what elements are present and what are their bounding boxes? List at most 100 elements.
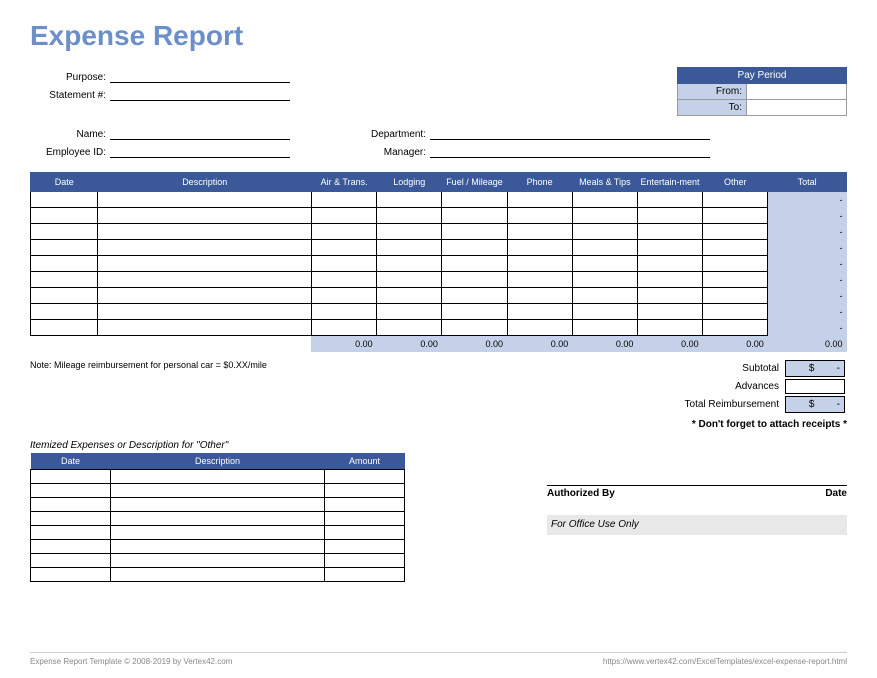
table-cell[interactable] — [311, 192, 376, 208]
table-cell[interactable] — [311, 288, 376, 304]
table-cell[interactable] — [111, 511, 325, 525]
table-cell[interactable] — [111, 483, 325, 497]
table-cell[interactable] — [442, 320, 507, 336]
table-cell[interactable] — [442, 192, 507, 208]
table-cell[interactable] — [377, 256, 442, 272]
table-cell[interactable] — [377, 288, 442, 304]
table-cell[interactable] — [637, 272, 702, 288]
table-cell[interactable] — [703, 272, 768, 288]
table-cell[interactable] — [98, 320, 312, 336]
table-cell[interactable] — [111, 497, 325, 511]
pp-from-input[interactable] — [747, 84, 847, 100]
table-cell[interactable] — [31, 483, 111, 497]
table-cell[interactable] — [507, 304, 572, 320]
table-cell[interactable] — [98, 208, 312, 224]
table-cell[interactable] — [325, 511, 405, 525]
table-cell[interactable] — [325, 553, 405, 567]
table-cell[interactable] — [311, 240, 376, 256]
table-cell[interactable] — [31, 256, 98, 272]
table-cell[interactable] — [31, 511, 111, 525]
employee-id-input[interactable] — [110, 144, 290, 158]
table-cell[interactable] — [111, 469, 325, 483]
table-cell[interactable] — [98, 240, 312, 256]
table-cell[interactable] — [311, 208, 376, 224]
table-cell[interactable] — [325, 567, 405, 581]
table-cell[interactable] — [98, 256, 312, 272]
table-cell[interactable] — [703, 320, 768, 336]
table-cell[interactable] — [442, 272, 507, 288]
table-cell[interactable] — [572, 288, 637, 304]
table-cell[interactable] — [377, 208, 442, 224]
statement-input[interactable] — [110, 87, 290, 101]
pp-to-input[interactable] — [747, 100, 847, 116]
table-cell[interactable] — [377, 272, 442, 288]
table-cell[interactable] — [507, 240, 572, 256]
table-cell[interactable] — [31, 320, 98, 336]
table-cell[interactable] — [31, 553, 111, 567]
table-cell[interactable] — [31, 567, 111, 581]
table-cell[interactable] — [637, 288, 702, 304]
table-cell[interactable] — [311, 256, 376, 272]
table-cell[interactable] — [325, 525, 405, 539]
name-input[interactable] — [110, 126, 290, 140]
table-cell[interactable] — [111, 539, 325, 553]
table-cell[interactable] — [442, 304, 507, 320]
table-cell[interactable] — [377, 224, 442, 240]
table-cell[interactable] — [31, 272, 98, 288]
table-cell[interactable] — [111, 567, 325, 581]
table-cell[interactable] — [507, 224, 572, 240]
table-cell[interactable] — [31, 240, 98, 256]
table-cell[interactable] — [703, 304, 768, 320]
table-cell[interactable] — [572, 320, 637, 336]
table-cell[interactable] — [507, 192, 572, 208]
table-cell[interactable] — [507, 272, 572, 288]
table-cell[interactable] — [31, 304, 98, 320]
table-cell[interactable] — [442, 240, 507, 256]
table-cell[interactable] — [98, 224, 312, 240]
table-cell[interactable] — [311, 224, 376, 240]
table-cell[interactable] — [572, 272, 637, 288]
table-cell[interactable] — [507, 256, 572, 272]
table-cell[interactable] — [325, 497, 405, 511]
table-cell[interactable] — [572, 256, 637, 272]
table-cell[interactable] — [703, 208, 768, 224]
table-cell[interactable] — [703, 224, 768, 240]
purpose-input[interactable] — [110, 69, 290, 83]
table-cell[interactable] — [31, 469, 111, 483]
table-cell[interactable] — [98, 288, 312, 304]
table-cell[interactable] — [637, 256, 702, 272]
table-cell[interactable] — [507, 320, 572, 336]
table-cell[interactable] — [311, 272, 376, 288]
table-cell[interactable] — [111, 525, 325, 539]
table-cell[interactable] — [31, 288, 98, 304]
table-cell[interactable] — [311, 304, 376, 320]
table-cell[interactable] — [325, 469, 405, 483]
table-cell[interactable] — [442, 256, 507, 272]
table-cell[interactable] — [703, 192, 768, 208]
table-cell[interactable] — [111, 553, 325, 567]
manager-input[interactable] — [430, 144, 710, 158]
table-cell[interactable] — [442, 208, 507, 224]
table-cell[interactable] — [98, 304, 312, 320]
department-input[interactable] — [430, 126, 710, 140]
table-cell[interactable] — [572, 240, 637, 256]
table-cell[interactable] — [703, 256, 768, 272]
table-cell[interactable] — [311, 320, 376, 336]
table-cell[interactable] — [637, 240, 702, 256]
table-cell[interactable] — [572, 192, 637, 208]
table-cell[interactable] — [637, 224, 702, 240]
table-cell[interactable] — [507, 208, 572, 224]
table-cell[interactable] — [703, 288, 768, 304]
table-cell[interactable] — [98, 272, 312, 288]
table-cell[interactable] — [31, 497, 111, 511]
table-cell[interactable] — [31, 192, 98, 208]
table-cell[interactable] — [637, 192, 702, 208]
table-cell[interactable] — [325, 483, 405, 497]
table-cell[interactable] — [31, 539, 111, 553]
table-cell[interactable] — [507, 288, 572, 304]
table-cell[interactable] — [637, 208, 702, 224]
advances-input[interactable] — [785, 379, 845, 394]
table-cell[interactable] — [442, 288, 507, 304]
table-cell[interactable] — [442, 224, 507, 240]
table-cell[interactable] — [703, 240, 768, 256]
